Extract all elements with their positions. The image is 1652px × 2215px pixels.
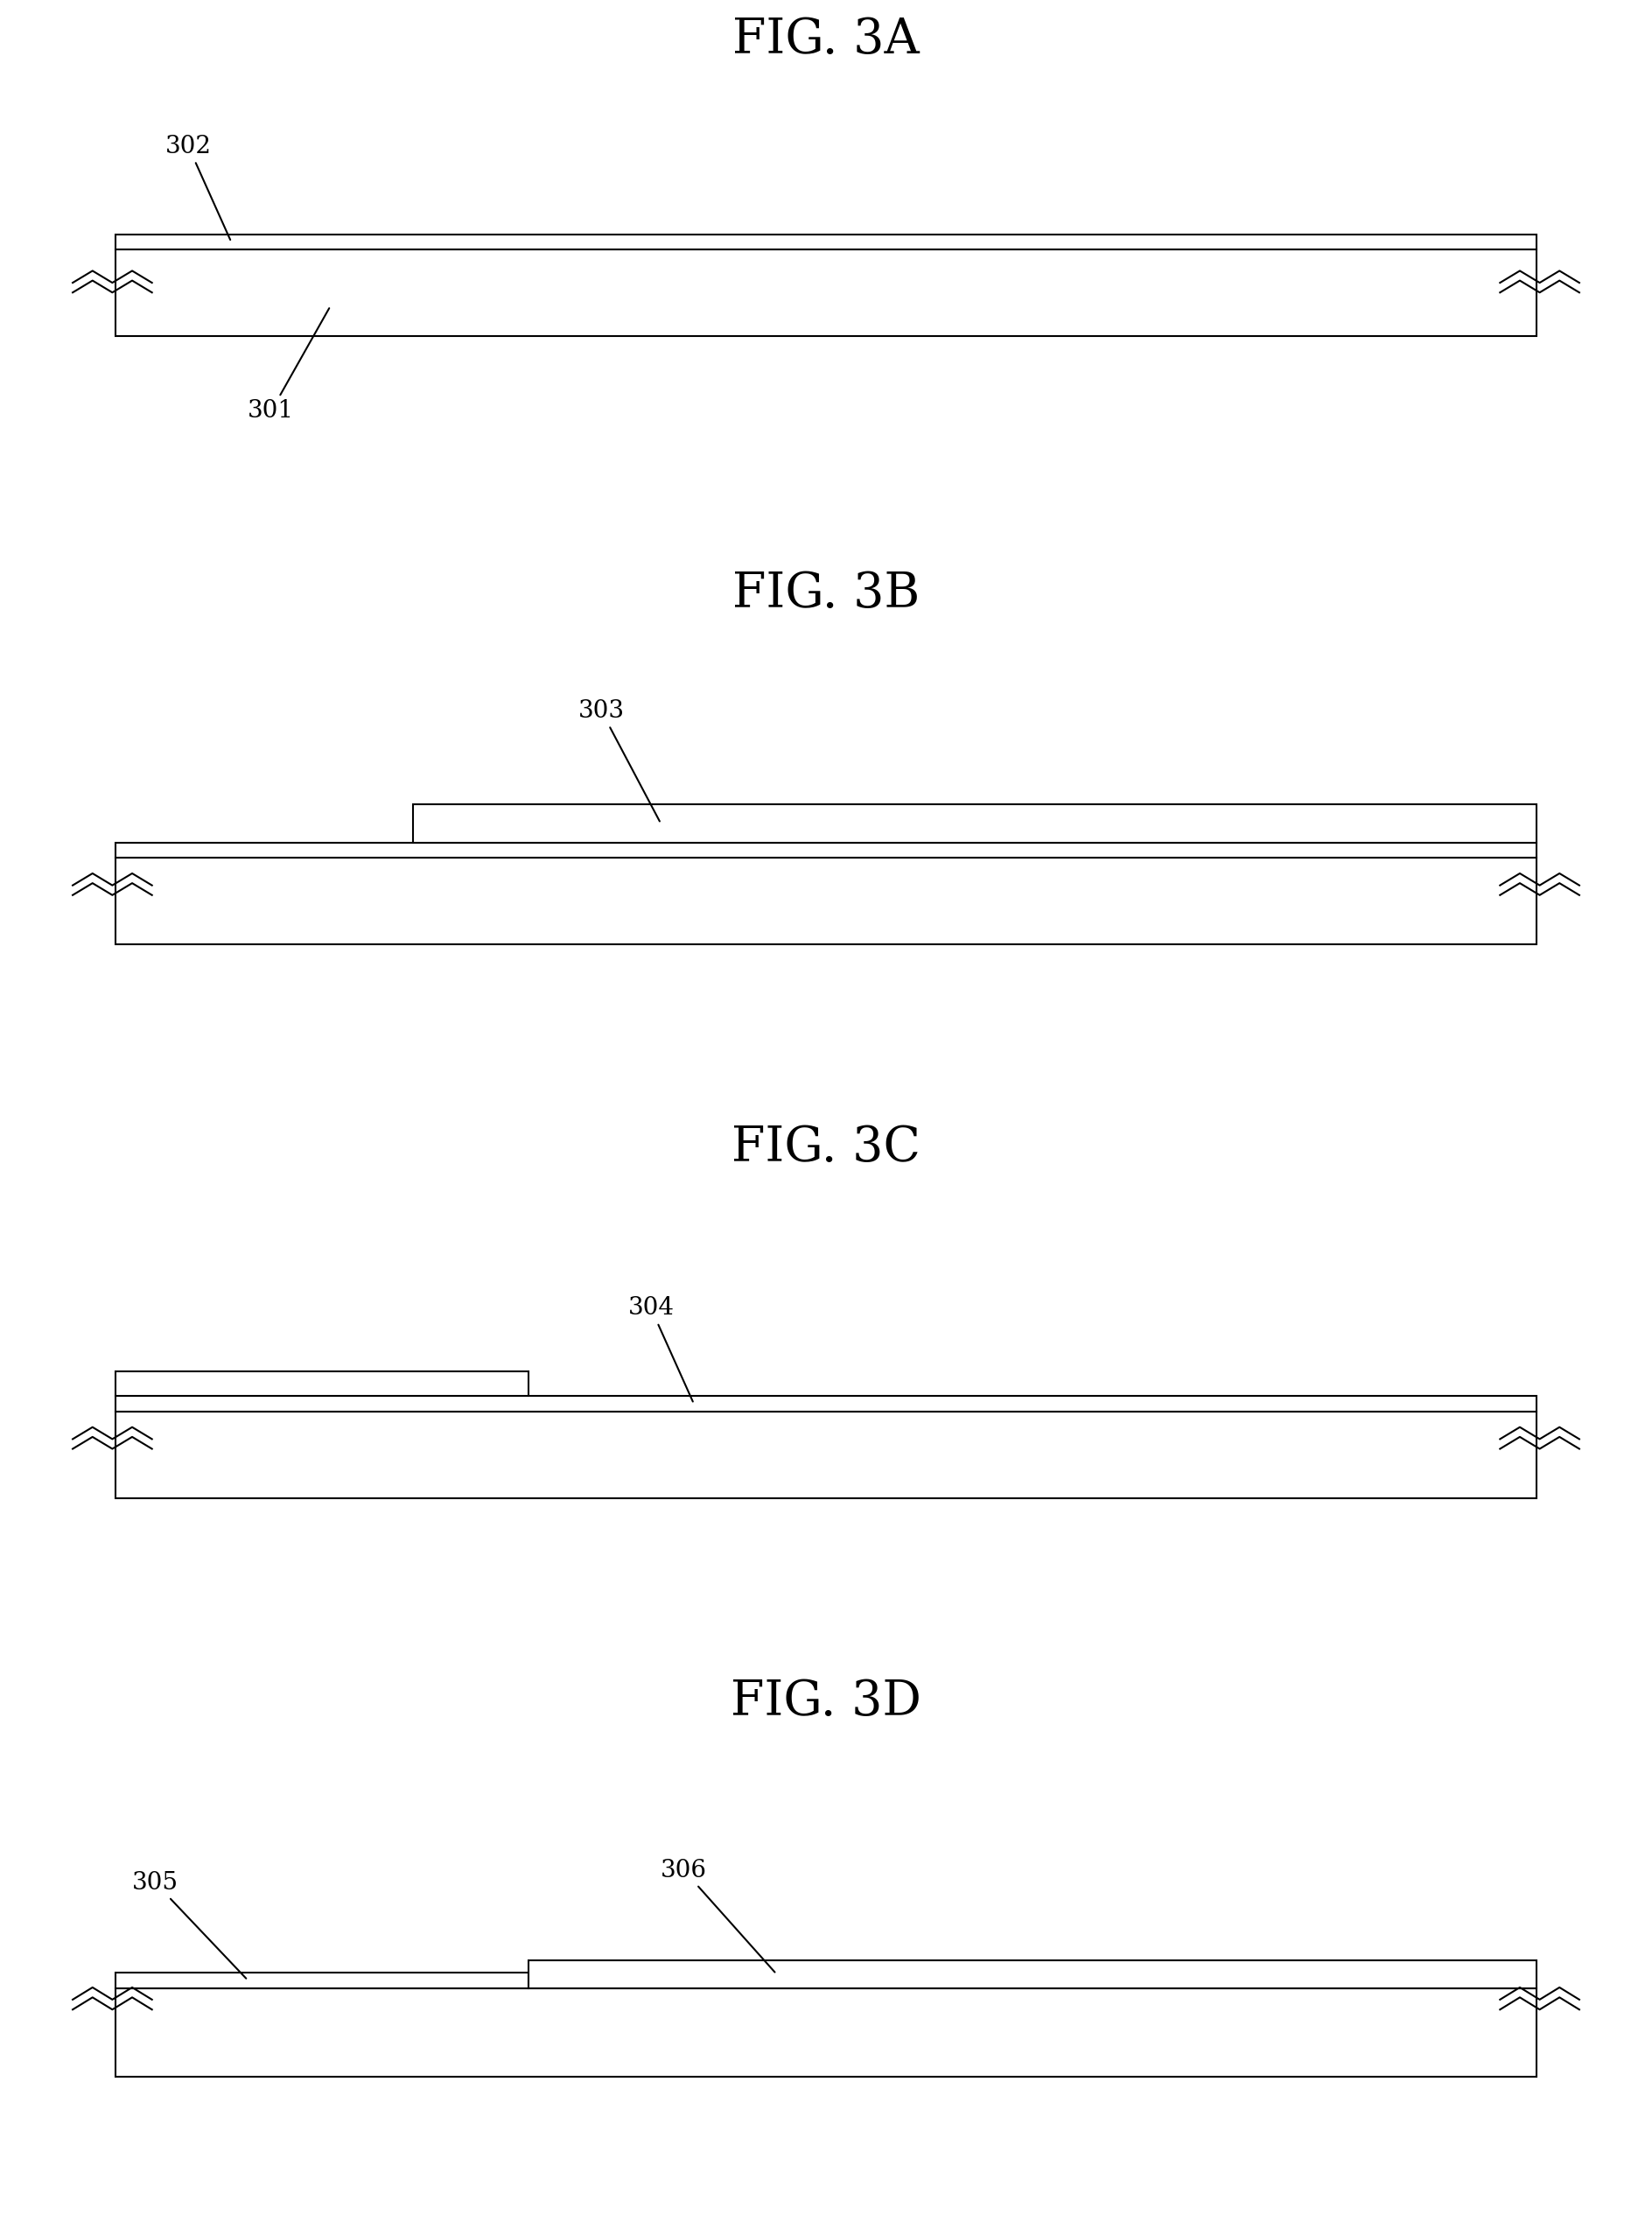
Text: 303: 303: [578, 700, 659, 822]
FancyBboxPatch shape: [413, 804, 1536, 842]
FancyBboxPatch shape: [116, 250, 1536, 337]
Text: FIG. 3A: FIG. 3A: [732, 16, 920, 64]
FancyBboxPatch shape: [116, 1411, 1536, 1497]
FancyBboxPatch shape: [116, 1974, 529, 1989]
Text: FIG. 3C: FIG. 3C: [732, 1123, 920, 1172]
FancyBboxPatch shape: [116, 235, 1536, 250]
Text: 302: 302: [165, 135, 230, 239]
FancyBboxPatch shape: [529, 1960, 1536, 1989]
FancyBboxPatch shape: [116, 1989, 1536, 2078]
Text: 304: 304: [628, 1296, 692, 1402]
Text: FIG. 3B: FIG. 3B: [732, 569, 920, 618]
Text: 306: 306: [661, 1858, 775, 1971]
FancyBboxPatch shape: [116, 1371, 529, 1395]
FancyBboxPatch shape: [116, 842, 1536, 857]
Text: 301: 301: [248, 308, 329, 423]
Text: FIG. 3D: FIG. 3D: [730, 1679, 922, 1725]
FancyBboxPatch shape: [116, 857, 1536, 944]
FancyBboxPatch shape: [116, 1395, 1536, 1411]
Text: 305: 305: [132, 1872, 246, 1978]
